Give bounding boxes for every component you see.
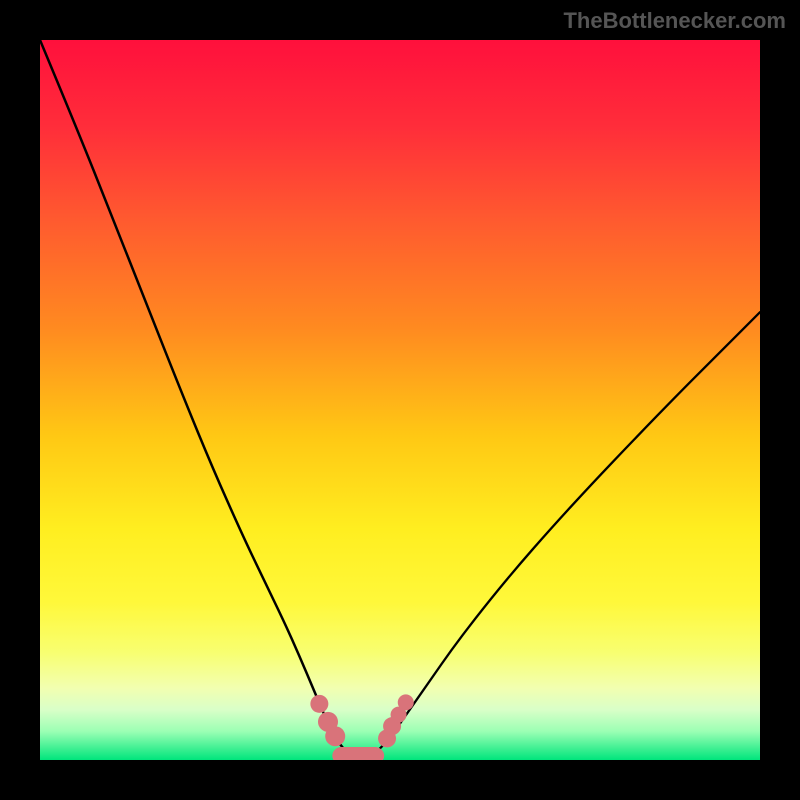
root-container: TheBottlenecker.com [0, 0, 800, 800]
plot-gradient-background [40, 40, 760, 760]
watermark-text: TheBottlenecker.com [563, 8, 786, 34]
